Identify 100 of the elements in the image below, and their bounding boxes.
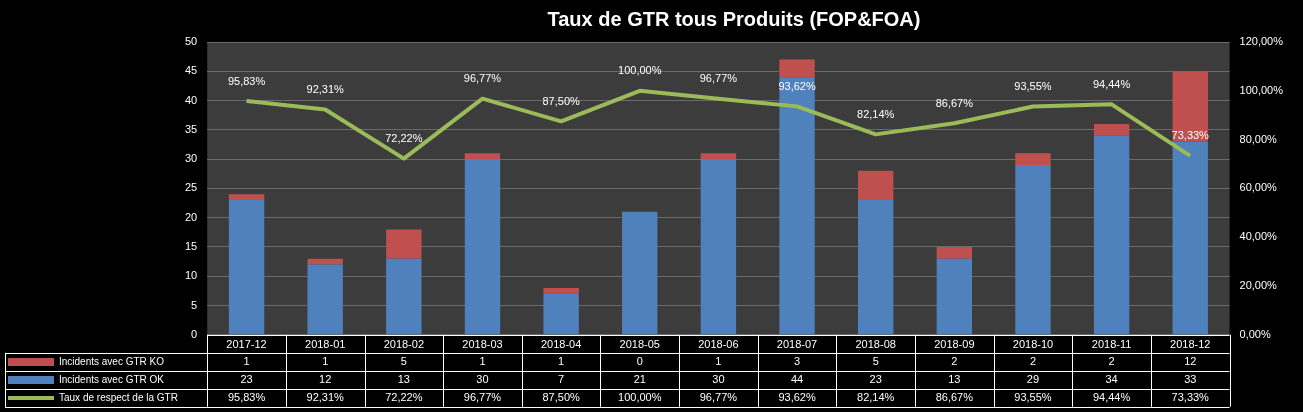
text: 86,67% <box>935 96 973 109</box>
y-tick-label: 10 <box>184 269 198 282</box>
y-tick-label: 35 <box>184 122 198 135</box>
x-tick-label: 2018-01 <box>305 338 346 351</box>
bar <box>386 229 422 259</box>
bar <box>936 246 973 259</box>
y-tick-label: 40 <box>184 93 198 106</box>
data-label: 72,22% <box>385 390 423 403</box>
data-label: 96,77% <box>699 390 738 403</box>
data-label: 2 <box>1029 354 1037 367</box>
data-label: 96,77% <box>463 390 502 403</box>
data-label: 5 <box>872 354 879 367</box>
y2-tick-label: 80,00% <box>1239 132 1278 145</box>
data-label: 12 <box>1184 354 1197 367</box>
data-label: 3 <box>793 354 801 367</box>
text: 93,55% <box>1014 80 1052 93</box>
y-tick-label: 45 <box>184 64 198 77</box>
y-tick-label: 0 <box>191 327 198 340</box>
data-label: 1 <box>558 354 565 367</box>
data-label: 0 <box>636 354 643 367</box>
legend-label: Incidents avec GTR OK <box>59 374 165 386</box>
bar <box>1015 164 1051 335</box>
data-label: 93,55% <box>1014 390 1052 403</box>
data-label: 92,31% <box>306 390 345 403</box>
data-label: 21 <box>633 372 646 385</box>
bar <box>543 287 579 294</box>
bar <box>779 77 815 335</box>
data-label: 23 <box>240 372 253 385</box>
x-tick-label: 2018-09 <box>934 338 975 351</box>
data-label: 44 <box>790 372 804 385</box>
data-label: 1 <box>715 354 722 367</box>
bar <box>779 59 815 78</box>
bar <box>936 258 973 335</box>
data-label: 30 <box>712 372 725 385</box>
bar <box>700 159 737 335</box>
y2-tick-label: 120,00% <box>1239 35 1284 48</box>
bar <box>1015 153 1051 165</box>
chart-title: Taux de GTR tous Produits (FOP&FOA) <box>547 7 921 30</box>
bar <box>543 293 579 335</box>
text: 94,44% <box>1092 77 1131 90</box>
data-label: 82,14% <box>857 390 895 403</box>
bar <box>386 258 422 335</box>
x-tick-label: 2018-12 <box>1170 338 1211 351</box>
x-tick-label: 2018-04 <box>540 338 582 351</box>
data-label: 29 <box>1026 372 1040 385</box>
x-tick-label: 2018-06 <box>698 338 739 351</box>
data-label: 1 <box>243 354 250 367</box>
data-label: 5 <box>400 354 407 367</box>
legend-label: Incidents avec GTR KO <box>59 356 165 368</box>
data-label: 12 <box>319 372 332 385</box>
text: 87,50% <box>542 94 580 107</box>
bar <box>464 153 501 160</box>
data-label: 23 <box>869 372 882 385</box>
x-tick-label: 2018-08 <box>855 338 896 351</box>
data-label: 100,00% <box>618 390 662 403</box>
bar <box>307 258 343 265</box>
y2-tick-label: 60,00% <box>1239 181 1278 194</box>
text: 95,83% <box>227 74 266 87</box>
data-label: 33 <box>1184 372 1197 385</box>
bar <box>700 153 737 160</box>
text: 96,77% <box>699 72 738 85</box>
y2-tick-label: 20,00% <box>1239 279 1278 292</box>
text: 82,14% <box>857 107 895 120</box>
data-label: 2 <box>1108 354 1115 367</box>
data-label: 95,83% <box>227 390 266 403</box>
data-label: 73,33% <box>1171 390 1210 403</box>
x-tick-label: 2018-02 <box>383 338 425 351</box>
data-label: 93,62% <box>778 390 816 403</box>
x-tick-label: 2018-07 <box>776 338 818 351</box>
bar <box>228 200 265 335</box>
text: 92,31% <box>306 83 344 96</box>
x-tick-label: 2018-05 <box>619 338 660 351</box>
data-label: 30 <box>476 372 489 385</box>
x-tick-label: 2018-03 <box>462 338 503 351</box>
text: 100,00% <box>618 64 662 77</box>
bar <box>1093 123 1130 136</box>
bar <box>857 170 894 201</box>
y-tick-label: 50 <box>184 35 198 48</box>
bar <box>622 211 658 335</box>
x-tick-label: 2018-11 <box>1091 338 1132 351</box>
y2-tick-label: 0,00% <box>1239 327 1271 340</box>
data-label: 34 <box>1105 372 1118 385</box>
y2-tick-label: 40,00% <box>1239 230 1278 243</box>
text: 72,22% <box>385 132 423 145</box>
data-label: 13 <box>948 372 961 385</box>
data-label: 1 <box>479 354 486 367</box>
data-label: 2 <box>951 354 958 367</box>
bar <box>857 200 894 335</box>
x-tick-label: 2017-12 <box>226 338 267 351</box>
bar <box>1172 141 1208 335</box>
bar <box>307 264 343 335</box>
data-label: 94,44% <box>1092 390 1131 403</box>
data-label: 87,50% <box>542 390 580 403</box>
y-tick-label: 20 <box>184 210 198 223</box>
y-tick-label: 15 <box>184 239 198 252</box>
data-label: 1 <box>322 354 329 367</box>
y-tick-label: 30 <box>184 152 198 165</box>
data-label: 7 <box>558 372 565 385</box>
x-tick-label: 2018-10 <box>1012 338 1054 351</box>
text: 96,77% <box>463 72 502 85</box>
